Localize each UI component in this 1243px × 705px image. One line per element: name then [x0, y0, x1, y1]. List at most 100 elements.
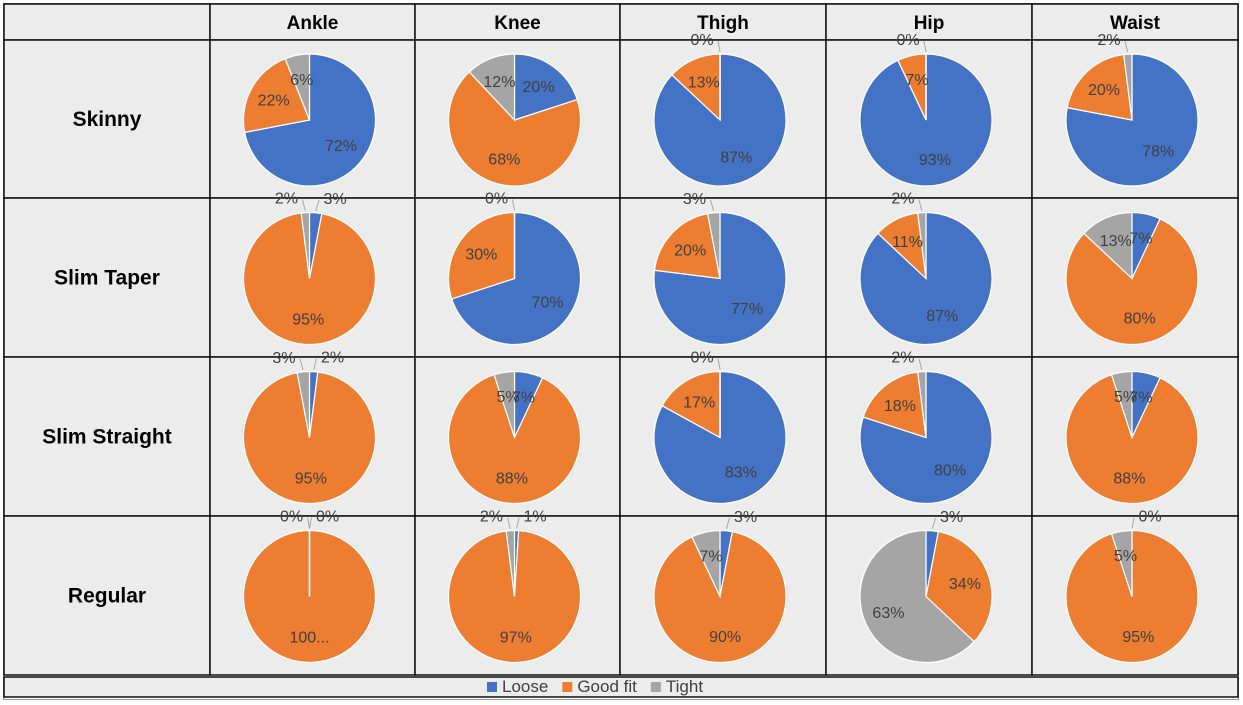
- data-label: 13%: [1100, 233, 1132, 250]
- legend-row: [3, 676, 1239, 698]
- grid-cell: [3, 356, 211, 517]
- leader-line: [923, 40, 927, 53]
- row-label-skinny: Skinny: [73, 108, 142, 131]
- grid-cell: [3, 3, 211, 41]
- pie-slice-good-fit: [447, 529, 582, 664]
- row-label-slim-straight: Slim Straight: [42, 426, 172, 449]
- column-header-thigh: Thigh: [697, 13, 749, 34]
- grid-cell: [825, 3, 1033, 41]
- pie-slice-tight: [300, 211, 311, 279]
- data-label: 7%: [906, 72, 929, 89]
- data-label: 7%: [1129, 390, 1152, 407]
- data-label: 5%: [497, 389, 520, 406]
- column-header-ankle: Ankle: [287, 13, 339, 34]
- leader-line: [918, 358, 923, 370]
- leader-line: [717, 358, 721, 370]
- data-label: 95%: [1122, 629, 1154, 646]
- pie-slice-good-fit: [925, 530, 993, 643]
- grid-cell: [414, 3, 621, 41]
- pie-slice-tight: [284, 53, 311, 121]
- data-label: 88%: [496, 470, 528, 487]
- data-label: 7%: [700, 549, 723, 566]
- data-label: 1%: [523, 509, 546, 526]
- data-label: 95%: [295, 470, 327, 487]
- pie-slice-tight: [1123, 53, 1133, 121]
- pie-slice-tight: [468, 53, 516, 122]
- data-label: 20%: [523, 79, 555, 96]
- leader-line: [309, 517, 312, 529]
- pie-slice-good-fit: [862, 371, 927, 439]
- leader-line: [313, 358, 318, 370]
- data-label: 12%: [483, 74, 515, 91]
- data-label: 97%: [500, 629, 532, 646]
- data-label: 87%: [720, 150, 752, 167]
- pie-slice-tight: [691, 529, 721, 597]
- legend-label-tight: Tight: [666, 677, 703, 696]
- data-label: 2%: [480, 509, 503, 526]
- data-label: 18%: [884, 398, 916, 415]
- data-label: 100...: [289, 629, 329, 646]
- leader-line: [725, 517, 731, 529]
- data-label: 88%: [1113, 470, 1145, 487]
- data-label: 3%: [734, 509, 757, 526]
- leader-line: [1124, 41, 1129, 53]
- data-label: 78%: [1142, 144, 1174, 161]
- data-label: 2%: [891, 191, 914, 208]
- data-label: 13%: [688, 74, 720, 91]
- column-header-waist: Waist: [1110, 13, 1161, 34]
- pie-slice-tight: [296, 370, 311, 438]
- data-label: 0%: [1138, 509, 1161, 526]
- pie-slice-tight: [917, 211, 927, 279]
- data-label: 0%: [485, 191, 508, 208]
- data-label: 90%: [709, 629, 741, 646]
- data-label: 7%: [512, 390, 535, 407]
- leader-line: [315, 199, 320, 211]
- pie-slice-tight: [493, 370, 516, 438]
- legend-label-loose: Loose: [502, 677, 548, 696]
- pie-slice-good-fit: [1065, 373, 1199, 505]
- pie-slice-good-fit: [242, 371, 377, 505]
- leader-line: [931, 517, 937, 529]
- data-label: 3%: [940, 509, 963, 526]
- leader-line: [918, 199, 923, 211]
- data-label: 2%: [1097, 32, 1120, 49]
- pie-slice-good-fit: [1065, 217, 1199, 346]
- row-label-slim-taper: Slim Taper: [54, 267, 160, 290]
- leader-line: [1131, 517, 1135, 529]
- data-label: 0%: [316, 509, 339, 526]
- data-label: 87%: [926, 308, 958, 325]
- data-label: 0%: [896, 32, 919, 49]
- data-label: 70%: [532, 295, 564, 312]
- data-label: 2%: [891, 350, 914, 367]
- data-label: 30%: [465, 246, 497, 263]
- data-label: 83%: [725, 465, 757, 482]
- pie-slice-good-fit: [653, 212, 721, 280]
- data-label: 3%: [323, 191, 346, 208]
- pie-slice-tight: [505, 529, 516, 597]
- pie-slice-tight: [1110, 370, 1133, 438]
- row-label-regular: Regular: [68, 585, 146, 608]
- leader-line: [299, 358, 304, 370]
- data-label: 93%: [919, 152, 951, 169]
- data-label: 68%: [488, 152, 520, 169]
- data-label: 20%: [1088, 82, 1120, 99]
- pie-slice-loose: [653, 370, 787, 505]
- leader-line: [516, 517, 520, 529]
- legend-swatch-loose: [487, 682, 497, 692]
- pie-slice-loose: [513, 53, 579, 121]
- pie-slice-good-fit: [242, 57, 311, 134]
- data-label: 77%: [731, 301, 763, 318]
- pie-slice-good-fit: [661, 370, 721, 439]
- leader-line: [301, 199, 306, 211]
- leader-line: [717, 40, 721, 53]
- data-label: 5%: [1114, 548, 1137, 565]
- grid-cell: [3, 515, 211, 676]
- pie-slice-tight: [1110, 529, 1133, 597]
- pie-slice-loose: [859, 370, 993, 505]
- pie-slice-loose: [653, 211, 787, 346]
- leader-line: [506, 517, 511, 529]
- leader-line: [307, 517, 310, 529]
- legend-swatch-tight: [650, 682, 661, 692]
